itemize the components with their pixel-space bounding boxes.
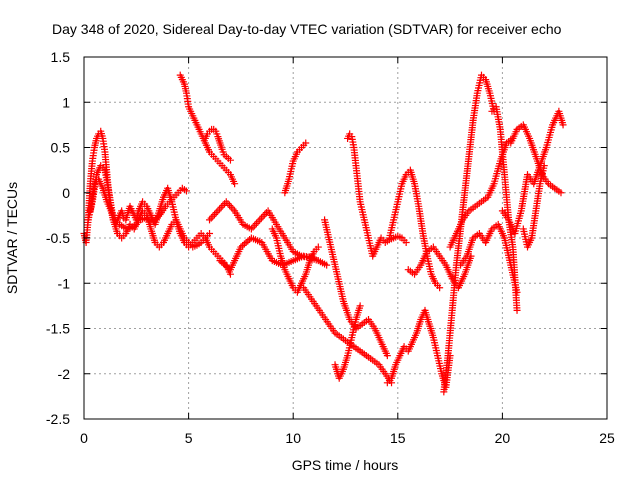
data-point (302, 139, 310, 147)
y-tick-label: -1 (58, 275, 71, 291)
data-point-fill (252, 220, 260, 228)
data-point-fill (211, 210, 219, 218)
series-arc-06 (206, 198, 331, 269)
data-point-fill (227, 203, 235, 211)
data-point-fill (209, 212, 217, 220)
axis-ticks: 0 5 10 15 20 25 -2.5 -2 -1.5 -1 -0.5 0 0.5 1 1.5 (46, 49, 615, 446)
x-tick-label: 5 (185, 430, 193, 446)
data-point-fill (217, 203, 225, 211)
series-arc-13 (344, 130, 410, 260)
data-point-fill (257, 214, 265, 222)
series-arc-22 (507, 121, 565, 197)
series-arc-05 (201, 125, 234, 164)
data-point (222, 198, 230, 206)
data-point (226, 156, 234, 164)
data-point-fill (261, 210, 269, 218)
series-arc-10 (300, 284, 396, 387)
series-arc-14 (385, 166, 444, 292)
series-arc-17 (440, 71, 498, 396)
series-arc-11 (321, 216, 391, 360)
series-arc-08 (268, 225, 322, 296)
data-point (557, 189, 565, 197)
x-tick-label: 0 (80, 430, 88, 446)
data-point (356, 302, 364, 310)
data-point-fill (216, 205, 224, 213)
x-tick-label: 20 (495, 430, 511, 446)
series-arc-23 (519, 162, 548, 251)
data-point (513, 306, 521, 314)
series-arc-04 (176, 71, 239, 188)
data-point-fill (254, 218, 262, 226)
data-point (436, 284, 444, 292)
chart-title: Day 348 of 2020, Sidereal Day-to-day VTE… (52, 21, 562, 37)
y-tick-label: -2 (58, 366, 71, 382)
series-arc-16 (404, 243, 475, 292)
y-tick-label: 1 (62, 94, 70, 110)
data-point (183, 187, 191, 195)
data-point (256, 216, 264, 224)
x-tick-label: 10 (285, 430, 301, 446)
y-tick-label: 1.5 (51, 49, 71, 65)
series-arc-21 (498, 107, 567, 237)
data-point (206, 216, 214, 224)
data-point (314, 243, 322, 251)
data-point (214, 207, 222, 215)
data-point (206, 229, 214, 237)
data-point-fill (226, 201, 234, 209)
y-tick-label: -0.5 (46, 230, 70, 246)
data-point-fill (224, 200, 232, 208)
x-tick-label: 25 (599, 430, 615, 446)
y-tick-label: -1.5 (46, 321, 70, 337)
data-point-fill (207, 214, 215, 222)
data-point-fill (249, 223, 257, 231)
series-arc-12 (331, 302, 364, 382)
data-point (540, 162, 548, 170)
data-point (383, 352, 391, 360)
data-point-fill (259, 212, 267, 220)
data-point-fill (212, 209, 220, 217)
data-point-fill (229, 205, 237, 213)
y-tick-label: 0 (62, 185, 70, 201)
data-point-fill (219, 201, 227, 209)
y-tick-label: -2.5 (46, 411, 70, 427)
data-point (231, 180, 239, 188)
data-point (323, 261, 331, 269)
series-arc-03 (86, 175, 191, 233)
y-axis-label: SDTVAR / TECUs (4, 182, 20, 294)
series-arc-15 (383, 306, 454, 391)
y-tick-label: 0.5 (51, 140, 71, 156)
series-arc-09 (281, 139, 310, 197)
series-arc-07 (216, 234, 318, 274)
x-axis-label: GPS time / hours (292, 457, 399, 473)
data-point (559, 121, 567, 129)
grid-lines (84, 57, 607, 419)
data-points (80, 71, 567, 396)
data-point (402, 239, 410, 247)
x-tick-label: 15 (390, 430, 406, 446)
